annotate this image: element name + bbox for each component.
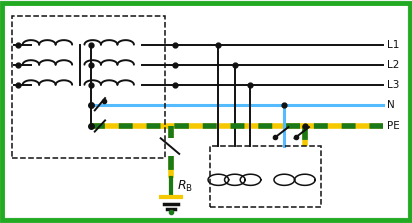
Text: N: N: [387, 100, 395, 110]
Text: L3: L3: [387, 80, 400, 90]
Text: L1: L1: [387, 40, 400, 50]
Bar: [12, 16, 165, 158]
Text: $R_\mathrm{B}$: $R_\mathrm{B}$: [177, 179, 193, 194]
Text: L2: L2: [387, 60, 400, 70]
Bar: [210, 146, 321, 207]
Text: PE: PE: [387, 121, 400, 131]
